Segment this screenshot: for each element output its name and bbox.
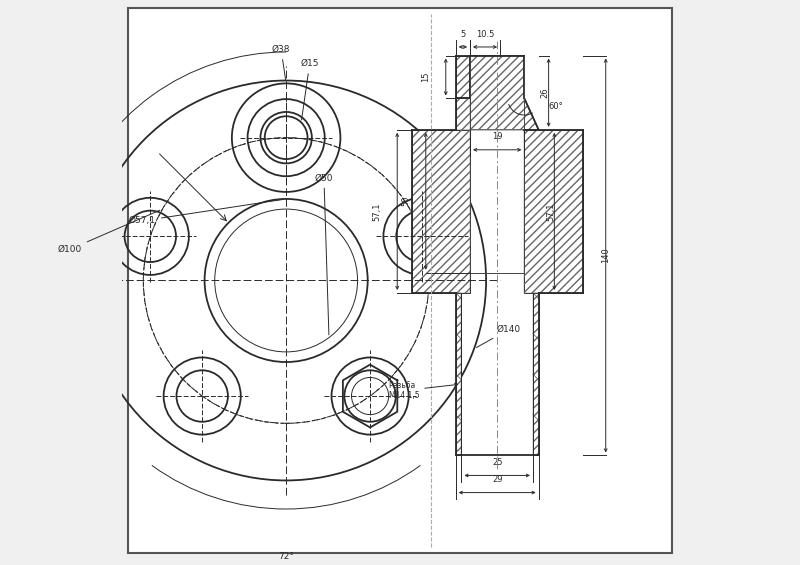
Text: 140: 140 [601, 247, 610, 263]
Text: Ø15: Ø15 [301, 59, 319, 120]
Text: 26: 26 [541, 88, 550, 98]
Text: 60°: 60° [549, 102, 563, 111]
Polygon shape [524, 130, 583, 293]
Text: 57,1: 57,1 [373, 202, 382, 220]
Text: 57,1: 57,1 [546, 202, 555, 220]
Text: 10.5: 10.5 [476, 29, 494, 38]
Text: 50: 50 [402, 196, 410, 206]
Polygon shape [470, 55, 538, 130]
Text: 7°: 7° [0, 564, 1, 565]
Text: Ø140: Ø140 [477, 325, 520, 347]
Text: Резьба
M14 1,5: Резьба M14 1,5 [389, 381, 458, 401]
Polygon shape [411, 130, 470, 293]
Text: Ø57,1: Ø57,1 [129, 199, 283, 225]
Polygon shape [456, 293, 462, 455]
Text: Ø100: Ø100 [58, 210, 160, 254]
Text: Ø50: Ø50 [314, 173, 334, 335]
Text: 19: 19 [492, 132, 502, 141]
Text: 25: 25 [492, 458, 502, 467]
Text: Ø38: Ø38 [272, 45, 290, 81]
Text: 72°: 72° [278, 552, 294, 561]
Text: 29: 29 [492, 475, 502, 484]
Polygon shape [533, 293, 538, 455]
Text: 5: 5 [460, 29, 466, 38]
Polygon shape [456, 55, 470, 98]
FancyBboxPatch shape [128, 8, 672, 553]
Text: 15: 15 [422, 72, 430, 82]
Polygon shape [456, 98, 470, 130]
